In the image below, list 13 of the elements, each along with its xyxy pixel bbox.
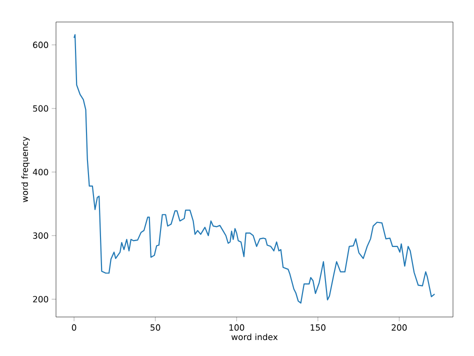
y-tick-label: 200 (33, 296, 48, 302)
x-tick-label: 0 (72, 324, 76, 331)
line-series (74, 34, 436, 304)
y-tick-label: 600 (33, 42, 48, 48)
x-tick-label: 150 (310, 324, 326, 331)
x-tick-label: 100 (229, 324, 244, 331)
x-axis-title: word index (231, 334, 278, 340)
y-tick-label: 400 (32, 168, 48, 176)
x-tick-label: 50 (150, 324, 160, 331)
x-tick-label: 200 (392, 324, 407, 331)
y-tick-label: 500 (33, 105, 48, 112)
y-tick-label: 300 (33, 232, 48, 239)
y-axis-title: word frequency (21, 136, 30, 202)
